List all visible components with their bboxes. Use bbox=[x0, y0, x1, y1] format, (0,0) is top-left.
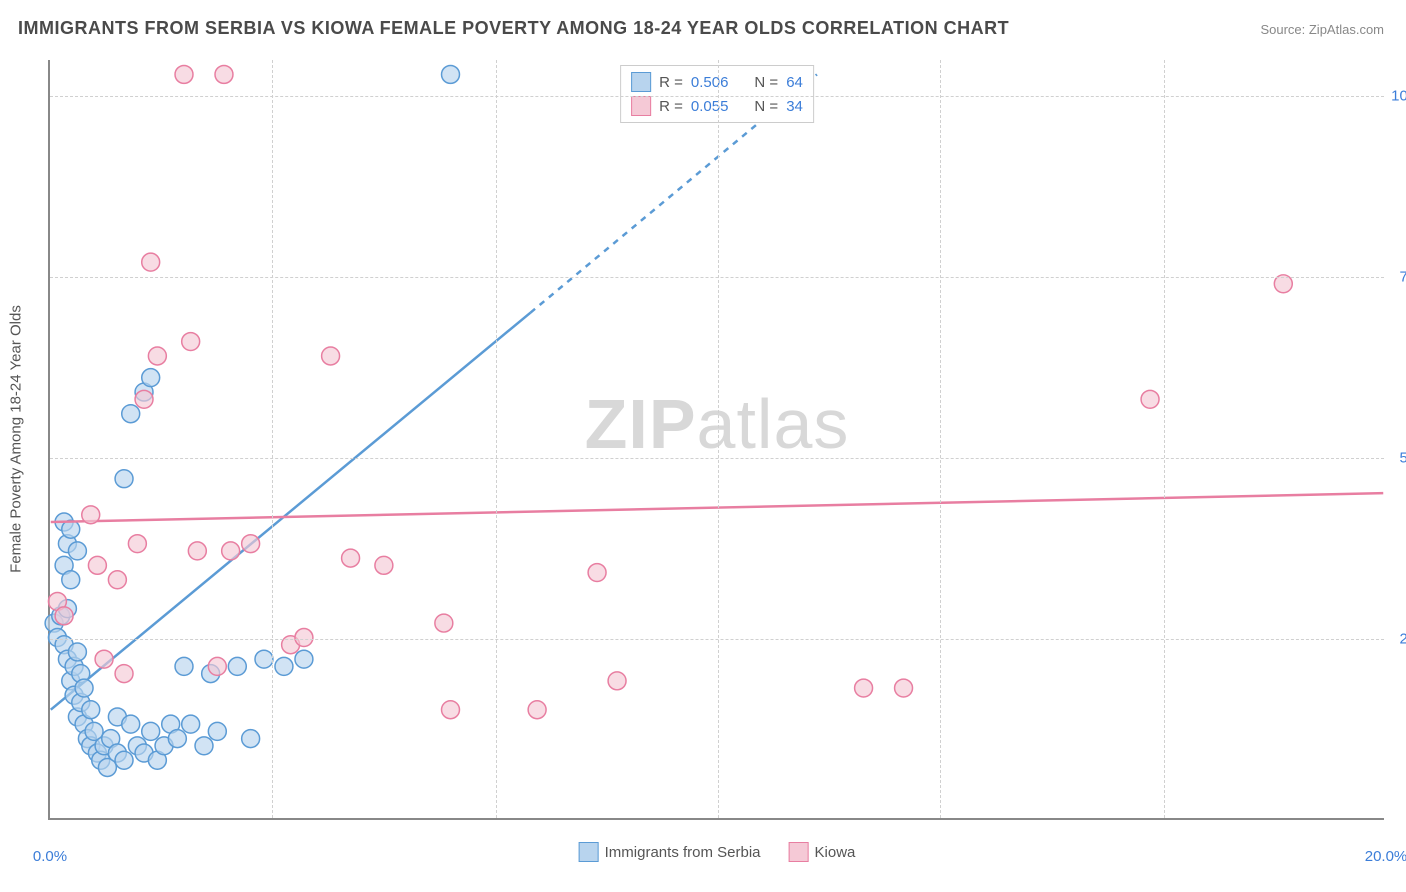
data-point bbox=[115, 751, 133, 769]
data-point bbox=[295, 629, 313, 647]
data-point bbox=[82, 506, 100, 524]
data-point bbox=[375, 556, 393, 574]
legend-r-prefix: R = bbox=[659, 98, 683, 115]
data-point bbox=[342, 549, 360, 567]
data-point bbox=[188, 542, 206, 560]
data-point bbox=[322, 347, 340, 365]
data-point bbox=[55, 607, 73, 625]
data-point bbox=[82, 701, 100, 719]
legend-series-item: Immigrants from Serbia bbox=[579, 842, 761, 862]
data-point bbox=[128, 535, 146, 553]
trend-line bbox=[51, 493, 1383, 522]
legend-swatch bbox=[631, 96, 651, 116]
data-point bbox=[115, 665, 133, 683]
grid-line-h bbox=[50, 458, 1384, 459]
legend-series-label: Kiowa bbox=[815, 844, 856, 861]
grid-line-v bbox=[272, 60, 273, 818]
data-point bbox=[895, 679, 913, 697]
legend-row: R = 0.055 N = 34 bbox=[631, 94, 803, 118]
data-point bbox=[122, 715, 140, 733]
data-point bbox=[442, 701, 460, 719]
legend-series: Immigrants from Serbia Kiowa bbox=[579, 842, 856, 862]
data-point bbox=[588, 564, 606, 582]
legend-swatch bbox=[789, 842, 809, 862]
data-point bbox=[142, 722, 160, 740]
data-point bbox=[168, 730, 186, 748]
grid-line-v bbox=[1164, 60, 1165, 818]
grid-line-v bbox=[718, 60, 719, 818]
grid-line-h bbox=[50, 639, 1384, 640]
x-tick-label: 20.0% bbox=[1365, 848, 1406, 865]
data-point bbox=[142, 253, 160, 271]
data-point bbox=[122, 405, 140, 423]
legend-n-prefix: N = bbox=[754, 74, 778, 91]
data-point bbox=[182, 715, 200, 733]
data-point bbox=[75, 679, 93, 697]
legend-n-prefix: N = bbox=[754, 98, 778, 115]
legend-r-prefix: R = bbox=[659, 74, 683, 91]
data-point bbox=[195, 737, 213, 755]
data-point bbox=[62, 571, 80, 589]
legend-n-value: 34 bbox=[786, 98, 803, 115]
data-point bbox=[182, 333, 200, 351]
data-point bbox=[135, 390, 153, 408]
data-point bbox=[208, 722, 226, 740]
legend-series-item: Kiowa bbox=[789, 842, 856, 862]
data-point bbox=[1141, 390, 1159, 408]
data-point bbox=[855, 679, 873, 697]
grid-line-h bbox=[50, 96, 1384, 97]
legend-correlation: R = 0.506 N = 64 R = 0.055 N = 34 bbox=[620, 65, 814, 123]
data-point bbox=[175, 65, 193, 83]
data-point bbox=[528, 701, 546, 719]
data-point bbox=[242, 535, 260, 553]
data-point bbox=[442, 65, 460, 83]
data-point bbox=[115, 470, 133, 488]
y-tick-label: 50.0% bbox=[1399, 450, 1406, 467]
data-point bbox=[608, 672, 626, 690]
legend-swatch bbox=[579, 842, 599, 862]
data-point bbox=[68, 643, 86, 661]
data-point bbox=[228, 657, 246, 675]
data-point bbox=[95, 650, 113, 668]
y-tick-label: 100.0% bbox=[1391, 88, 1406, 105]
data-point bbox=[88, 556, 106, 574]
data-point bbox=[68, 542, 86, 560]
legend-n-value: 64 bbox=[786, 74, 803, 91]
data-point bbox=[108, 571, 126, 589]
data-point bbox=[142, 369, 160, 387]
grid-line-h bbox=[50, 277, 1384, 278]
data-point bbox=[255, 650, 273, 668]
grid-line-v bbox=[496, 60, 497, 818]
data-point bbox=[275, 657, 293, 675]
legend-r-value: 0.506 bbox=[691, 74, 729, 91]
y-tick-label: 25.0% bbox=[1399, 631, 1406, 648]
plot-area: Female Poverty Among 18-24 Year Olds ZIP… bbox=[48, 60, 1384, 820]
grid-line-v bbox=[940, 60, 941, 818]
data-point bbox=[295, 650, 313, 668]
legend-swatch bbox=[631, 72, 651, 92]
source-attribution: Source: ZipAtlas.com bbox=[1260, 22, 1384, 37]
data-point bbox=[435, 614, 453, 632]
chart-svg bbox=[50, 60, 1384, 818]
data-point bbox=[175, 657, 193, 675]
legend-r-value: 0.055 bbox=[691, 98, 729, 115]
chart-title: IMMIGRANTS FROM SERBIA VS KIOWA FEMALE P… bbox=[18, 18, 1009, 39]
data-point bbox=[242, 730, 260, 748]
data-point bbox=[215, 65, 233, 83]
x-tick-label: 0.0% bbox=[33, 848, 67, 865]
data-point bbox=[148, 347, 166, 365]
legend-series-label: Immigrants from Serbia bbox=[605, 844, 761, 861]
y-axis-label: Female Poverty Among 18-24 Year Olds bbox=[8, 305, 25, 573]
legend-row: R = 0.506 N = 64 bbox=[631, 70, 803, 94]
data-point bbox=[222, 542, 240, 560]
data-point bbox=[208, 657, 226, 675]
y-tick-label: 75.0% bbox=[1399, 269, 1406, 286]
